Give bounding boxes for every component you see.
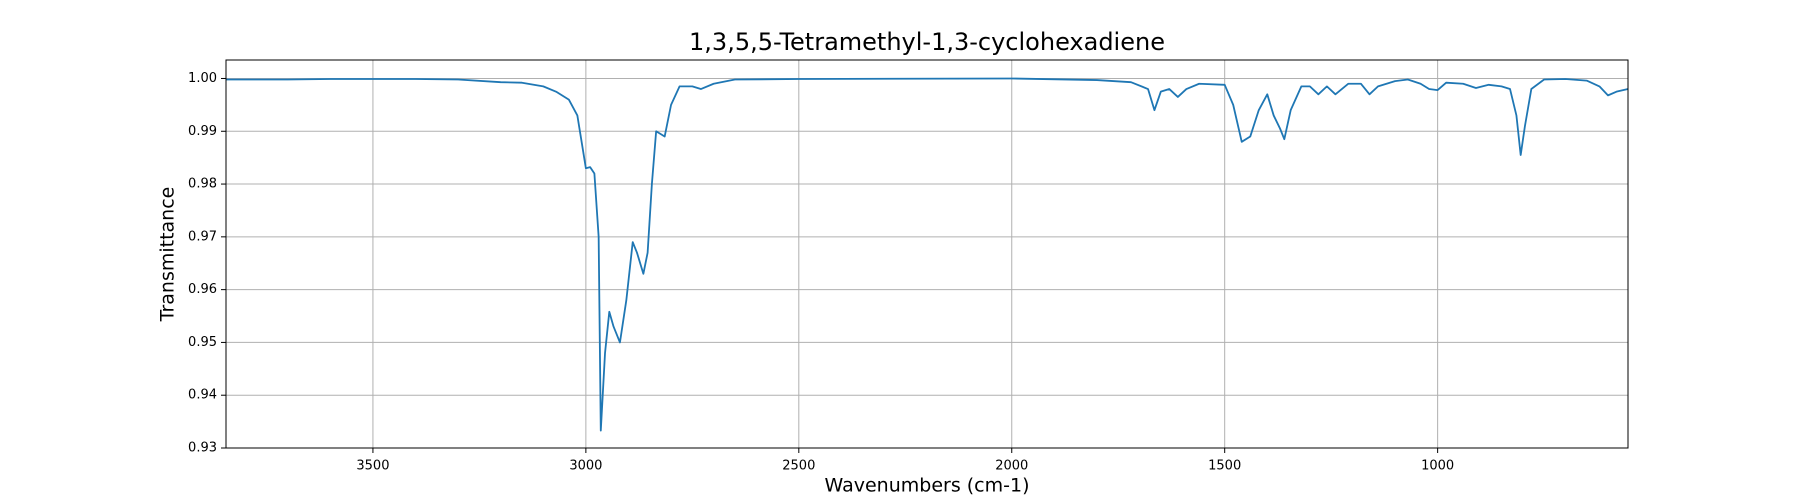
- x-axis-label: Wavenumbers (cm-1): [825, 475, 1030, 497]
- x-tick-label: 3000: [569, 459, 602, 474]
- chart-title: 1,3,5,5-Tetramethyl-1,3-cyclohexadiene: [689, 28, 1165, 56]
- y-tick-label: 0.95: [188, 335, 217, 350]
- x-tick-label: 1000: [1421, 459, 1454, 474]
- y-tick-label: 0.93: [188, 441, 217, 456]
- y-tick-label: 0.99: [188, 124, 217, 139]
- y-tick-label: 0.94: [188, 388, 217, 403]
- y-tick-label: 1.00: [188, 71, 217, 86]
- x-tick-label: 2500: [782, 459, 815, 474]
- x-tick-label: 1500: [1208, 459, 1241, 474]
- plot-frame: [225, 59, 1629, 449]
- y-tick-label: 0.96: [188, 282, 217, 297]
- x-tick-label: 2000: [995, 459, 1028, 474]
- y-axis-label: Transmittance: [157, 187, 179, 323]
- y-tick-label: 0.98: [188, 177, 217, 192]
- x-tick-label: 3500: [356, 459, 389, 474]
- y-tick-label: 0.97: [188, 229, 217, 244]
- spectrum-line: [226, 77, 1629, 432]
